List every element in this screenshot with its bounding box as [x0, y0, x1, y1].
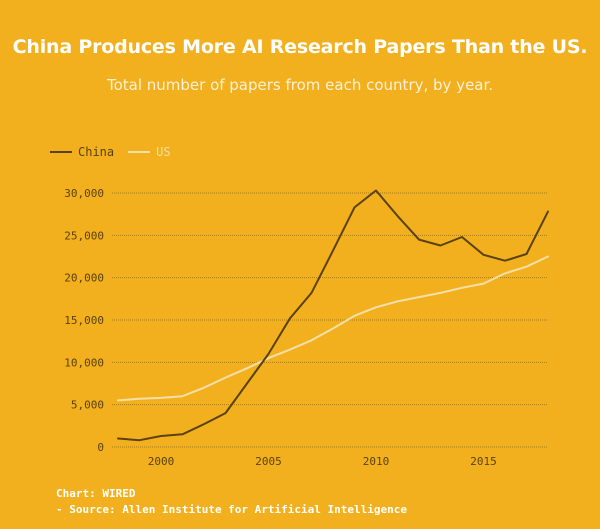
legend-item-china: China: [50, 145, 114, 159]
legend-swatch-us: [128, 151, 151, 153]
x-tick-label: 2000: [148, 455, 175, 468]
x-tick-label: 2005: [255, 455, 282, 468]
y-tick-label: 30,000: [64, 187, 104, 200]
y-tick-label: 10,000: [64, 356, 104, 369]
series-line-china: [117, 189, 549, 442]
chart-subtitle: Total number of papers from each country…: [106, 76, 494, 94]
legend: China US: [50, 142, 185, 162]
chart-title: China Produces More AI Research Papers T…: [12, 36, 588, 58]
y-tick-label: 5,000: [71, 399, 104, 412]
legend-label-us: US: [156, 145, 171, 159]
x-tick-label: 2015: [470, 455, 497, 468]
x-tick-label: 2010: [363, 455, 390, 468]
legend-label-china: China: [78, 145, 115, 159]
legend-swatch-china: [50, 151, 72, 153]
y-tick-label: 0: [97, 441, 104, 454]
source-note: - Source: Allen Institute for Artificial…: [56, 503, 407, 516]
series-line-us: [117, 255, 549, 402]
y-tick-label: 15,000: [64, 314, 104, 327]
y-tick-label: 25,000: [64, 229, 104, 242]
footer: Chart: WIRED - Source: Allen Institute f…: [56, 486, 407, 518]
chart-credit: Chart: WIRED: [56, 487, 136, 500]
y-tick-label: 20,000: [64, 272, 104, 285]
legend-item-us: US: [128, 145, 171, 159]
